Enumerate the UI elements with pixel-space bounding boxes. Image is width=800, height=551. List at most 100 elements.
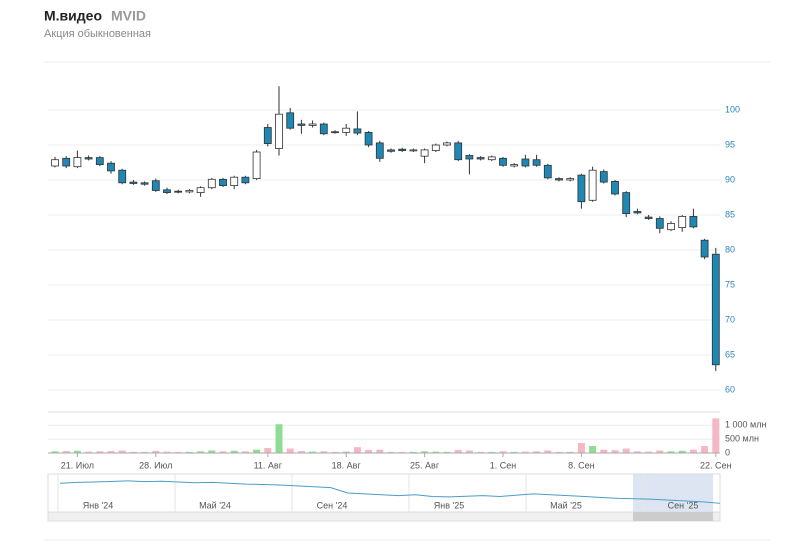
volume-bar xyxy=(152,450,160,453)
volume-bar xyxy=(521,451,529,453)
volume-bar xyxy=(118,450,126,453)
candle-body xyxy=(700,239,709,258)
navigator-label: Май '25 xyxy=(550,500,582,510)
ticker: MVID xyxy=(111,8,146,24)
volume-bar xyxy=(701,446,709,453)
x-tick-label: 21. Июл xyxy=(61,460,94,470)
volume-bar xyxy=(275,424,283,453)
volume-bar xyxy=(96,451,104,453)
candle-body xyxy=(286,112,295,129)
candle-body xyxy=(409,149,418,152)
candle-body xyxy=(476,157,485,160)
volume-bar xyxy=(320,451,328,453)
navigator-label: Янв '24 xyxy=(83,500,113,510)
candle-body xyxy=(622,192,631,215)
candle-body xyxy=(375,142,384,159)
candle-body xyxy=(667,222,675,231)
navigator-line xyxy=(59,480,721,504)
candle-body xyxy=(431,144,440,151)
candle-body xyxy=(465,155,474,160)
candle-body xyxy=(319,123,328,135)
candle-body xyxy=(308,123,317,126)
volume-bar xyxy=(544,450,552,453)
x-tick-label: 11. Авг xyxy=(254,460,283,470)
x-tick-label: 1. Сен xyxy=(490,460,517,470)
volume-bar xyxy=(387,451,395,453)
volume-bar xyxy=(600,449,608,453)
scrollbar-thumb[interactable] xyxy=(633,512,713,521)
candle-body xyxy=(62,157,71,167)
volume-bar xyxy=(465,450,473,453)
volume-bar xyxy=(689,449,697,453)
candle-body xyxy=(331,131,339,134)
volume-bar xyxy=(309,451,317,453)
volume-bar xyxy=(611,450,619,453)
navigator-label: Янв '25 xyxy=(434,500,464,510)
candle-body xyxy=(241,176,250,184)
volume-bar xyxy=(230,450,238,453)
navigator-frame xyxy=(47,473,721,513)
candle-body xyxy=(297,123,306,126)
volume-bar xyxy=(107,451,115,453)
candle-body xyxy=(633,211,642,214)
candle-body xyxy=(163,189,171,194)
navigator-selection[interactable] xyxy=(633,474,713,512)
candle-body xyxy=(499,157,507,166)
candle-body xyxy=(588,169,597,201)
volume-bar xyxy=(163,451,171,453)
volume-bar xyxy=(208,450,216,453)
candle-body xyxy=(263,127,272,145)
volume-bar xyxy=(555,451,563,453)
candle-body xyxy=(185,190,194,193)
x-tick-label: 8. Сен xyxy=(568,460,595,470)
navigator-label: Сен '25 xyxy=(668,500,699,510)
candle-body xyxy=(678,215,687,228)
volume-bar xyxy=(51,451,59,453)
candle-body xyxy=(577,174,586,203)
volume-tick-label: 0 xyxy=(725,447,730,457)
candle-body xyxy=(230,176,239,186)
volume-bar xyxy=(589,446,597,453)
volume-bar xyxy=(533,451,541,453)
candle-body xyxy=(342,127,351,133)
volume-bar xyxy=(488,451,496,453)
candle-body xyxy=(487,156,496,161)
candle-body xyxy=(95,157,104,166)
candle-body xyxy=(566,178,575,181)
candle-body xyxy=(140,182,149,185)
volume-bar xyxy=(398,451,406,453)
candle-body xyxy=(219,178,227,187)
volume-bar xyxy=(174,451,182,453)
volume-bar xyxy=(353,447,361,453)
volume-bar xyxy=(656,450,664,453)
volume-bar xyxy=(73,450,81,453)
x-tick-label: 18. Авг xyxy=(332,460,362,470)
candle-body xyxy=(107,162,115,172)
volume-bar xyxy=(129,451,137,453)
candle-body xyxy=(644,216,653,219)
candle-body xyxy=(611,180,619,195)
y-tick-label: 65 xyxy=(725,349,735,359)
candle-body xyxy=(521,158,530,167)
candle-body xyxy=(364,131,373,146)
volume-bar xyxy=(577,443,585,453)
x-tick-label: 22. Сен xyxy=(700,460,732,470)
candle-body xyxy=(129,181,138,184)
candle-body xyxy=(275,113,283,149)
candle-body xyxy=(655,218,664,229)
volume-bar xyxy=(432,451,440,453)
candle-body xyxy=(443,142,451,146)
candle-body xyxy=(84,157,93,160)
volume-bar xyxy=(633,451,641,453)
candle-body xyxy=(387,149,395,152)
volume-tick-label: 1 000 млн xyxy=(725,420,766,430)
volume-bar xyxy=(477,451,485,453)
y-tick-label: 90 xyxy=(725,174,735,184)
candle-body xyxy=(207,178,216,189)
volume-bar xyxy=(297,451,305,453)
candle-body xyxy=(151,180,160,191)
scrollbar[interactable] xyxy=(47,511,721,522)
navigator-label: Сен '24 xyxy=(317,500,348,510)
candle-body xyxy=(454,142,463,161)
volume-bar xyxy=(219,451,227,453)
